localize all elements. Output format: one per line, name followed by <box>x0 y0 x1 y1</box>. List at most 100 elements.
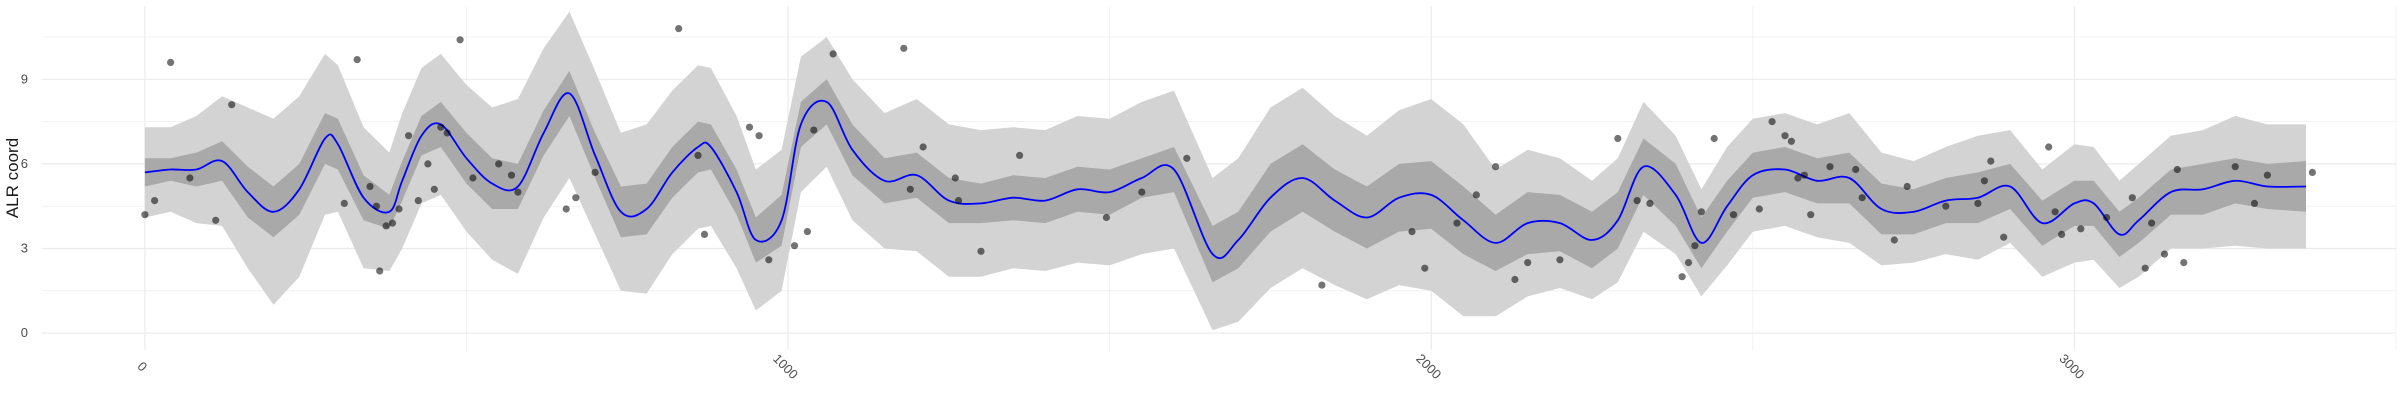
observation-point <box>456 36 464 44</box>
observation-point <box>1016 151 1024 159</box>
observation-point <box>2173 165 2181 174</box>
observation-point <box>1755 205 1763 213</box>
observation-point <box>1511 275 1519 284</box>
observation-point <box>900 44 908 52</box>
observation-point <box>1472 191 1480 199</box>
y-tick-label: 9 <box>21 71 28 86</box>
observation-point <box>790 242 799 250</box>
observation-point <box>919 143 927 151</box>
observation-point <box>2263 171 2271 179</box>
observation-point <box>1787 137 1795 145</box>
observation-point <box>1807 211 1815 219</box>
observation-point <box>1524 259 1532 267</box>
observation-point <box>562 205 570 213</box>
y-axis-title: ALR coord <box>3 138 22 218</box>
y-tick-label: 6 <box>21 156 28 171</box>
observation-point <box>1800 171 1808 179</box>
observation-point <box>186 174 194 182</box>
observation-point <box>803 228 812 236</box>
observation-point <box>382 222 390 230</box>
observation-point <box>2051 208 2059 216</box>
observation-point <box>1858 194 1866 202</box>
observation-point <box>745 123 754 131</box>
observation-point <box>675 25 683 33</box>
observation-point <box>2180 259 2188 267</box>
observation-point <box>1697 208 1705 216</box>
observation-point <box>1492 163 1500 171</box>
observation-point <box>469 174 477 182</box>
observation-point <box>388 219 397 227</box>
observation-point <box>906 185 914 193</box>
observation-point <box>2103 213 2111 222</box>
observation-point <box>1408 228 1416 236</box>
observation-point <box>1646 199 1654 207</box>
observation-points <box>141 25 2316 289</box>
observation-point <box>228 101 236 109</box>
observation-point <box>2231 163 2239 171</box>
observation-point <box>405 132 413 140</box>
observation-point <box>1903 182 1911 191</box>
observation-point <box>443 129 451 137</box>
inner-confidence-band <box>144 70 2307 283</box>
observation-point <box>694 151 702 159</box>
observation-point <box>1453 219 1461 227</box>
observation-point <box>1183 154 1191 162</box>
observation-point <box>1710 134 1718 143</box>
observation-point <box>366 182 374 191</box>
observation-point <box>1890 236 1898 244</box>
outer-band-area <box>144 11 2307 331</box>
observation-point <box>395 205 403 213</box>
observation-point <box>514 188 522 196</box>
observation-point <box>1614 134 1622 143</box>
observation-point <box>424 160 432 168</box>
observation-point <box>372 202 380 210</box>
observation-point <box>2077 225 2085 233</box>
observation-point <box>1691 242 1699 250</box>
observation-point <box>2045 143 2053 151</box>
observation-point <box>810 126 818 134</box>
observation-point <box>376 267 384 275</box>
observation-point <box>1318 281 1326 289</box>
observation-point <box>2000 233 2008 241</box>
observation-point <box>340 199 348 207</box>
observation-point <box>1633 197 1641 205</box>
observation-point <box>2148 219 2156 227</box>
observation-point <box>2250 199 2259 207</box>
observation-point <box>1102 213 1110 222</box>
observation-point <box>1729 211 1738 219</box>
observation-point <box>951 174 959 182</box>
observation-point <box>1852 165 1860 174</box>
outer-confidence-band <box>144 11 2307 331</box>
observation-point <box>572 194 580 202</box>
observation-point <box>437 123 445 131</box>
observation-point <box>430 185 438 193</box>
observation-point <box>167 58 175 66</box>
observation-point <box>1556 256 1564 264</box>
observation-point <box>1942 202 1950 210</box>
observation-point <box>2058 230 2066 238</box>
observation-point <box>1138 188 1146 196</box>
observation-point <box>1987 157 1995 165</box>
observation-point <box>414 197 422 205</box>
observation-point <box>141 211 149 219</box>
observation-point <box>1980 177 1988 185</box>
observation-point <box>1794 174 1802 182</box>
observation-point <box>2141 264 2149 272</box>
observation-point <box>1974 199 1982 207</box>
observation-point <box>2308 168 2316 176</box>
observation-point <box>1768 118 1776 126</box>
y-tick-label: 0 <box>21 325 28 340</box>
observation-point <box>977 247 985 255</box>
observation-point <box>1781 132 1789 140</box>
observation-point <box>212 216 220 224</box>
observation-point <box>1826 163 1834 171</box>
observation-point <box>495 160 503 168</box>
observation-point <box>353 56 361 64</box>
observation-point <box>1421 264 1429 272</box>
observation-point <box>765 256 773 264</box>
observation-point <box>755 132 763 140</box>
observation-point <box>591 168 599 176</box>
observation-point <box>700 230 709 238</box>
observation-point <box>954 197 963 205</box>
